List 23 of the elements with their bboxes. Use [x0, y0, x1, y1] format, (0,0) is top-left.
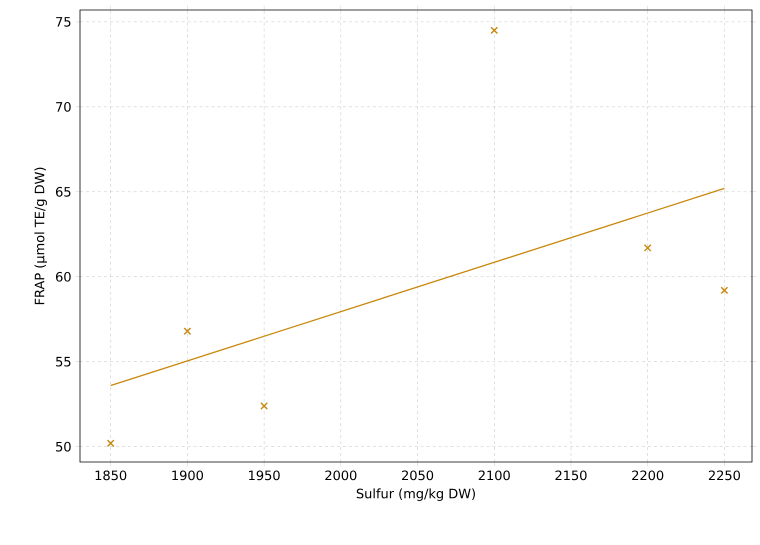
x-tick-label: 2050: [402, 470, 434, 480]
x-tick-label: 1850: [96, 470, 126, 480]
point: [260, 402, 268, 410]
x-tick-label: 2000: [325, 470, 356, 480]
y-tick-label: 70: [56, 102, 71, 112]
point: [644, 244, 652, 252]
point: [490, 26, 498, 34]
x-tick-label: 2250: [708, 470, 740, 480]
x-tick-label: 2150: [555, 470, 587, 480]
y-axis-title: FRAP (µmol TE/g DW): [34, 168, 47, 304]
y-tick-label: 75: [56, 17, 70, 27]
x-tick-label: 2200: [632, 470, 664, 480]
y-tick-label: 50: [56, 442, 71, 452]
x-tick-label: 1950: [249, 470, 280, 480]
point: [184, 327, 192, 336]
x-tick-label: 1900: [172, 470, 204, 480]
y-tick-label: 60: [56, 272, 71, 282]
y-tick-label: 65: [56, 186, 70, 197]
x-tick-label: 2100: [478, 470, 510, 480]
point: [720, 286, 728, 294]
y-tick-label: 55: [56, 356, 70, 367]
point: [106, 439, 115, 448]
x-axis-title: Sulfur (mg/kg DW): [356, 488, 475, 501]
